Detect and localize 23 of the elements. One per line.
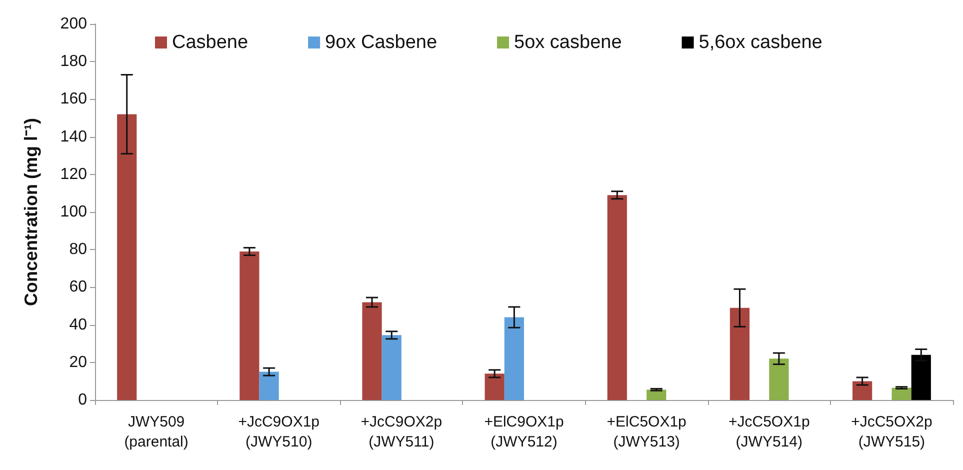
x-tick-label: +JcC5OX2p (JWY515) [851,414,932,450]
y-tick-label: 180 [60,53,88,70]
x-tick-label: +ElC9OX1p (JWY512) [484,414,564,450]
y-tick-label: 0 [78,392,88,408]
y-tick-label: 100 [60,204,88,220]
legend-label: Casbene [172,32,248,53]
y-tick-label: 140 [60,128,88,146]
y-tick-label: 160 [60,90,88,108]
x-tick-label: +JcC9OX1p (JWY510) [238,414,320,450]
legend-label: 9ox Casbene [325,32,438,53]
y-tick-label: 80 [69,241,88,258]
y-tick-label: 60 [69,278,88,296]
x-tick-label: JWY509 (parental) [124,414,188,450]
y-tick-label: 200 [60,16,88,32]
y-tick-label: 120 [60,166,88,183]
y-tick-label: 20 [69,354,88,371]
legend-label: 5ox casbene [514,32,622,53]
x-tick-label: +ElC5OX1p (JWY513) [606,414,686,450]
y-tick-label: 40 [69,316,88,334]
x-tick-label: +JcC5OX1p (JWY514) [728,414,810,450]
y-axis-title: Concentration (mg l⁻¹) [21,118,41,306]
legend-label: 5,6ox casbene [698,32,822,53]
x-tick-label: +JcC9OX2p (JWY511) [360,414,442,450]
